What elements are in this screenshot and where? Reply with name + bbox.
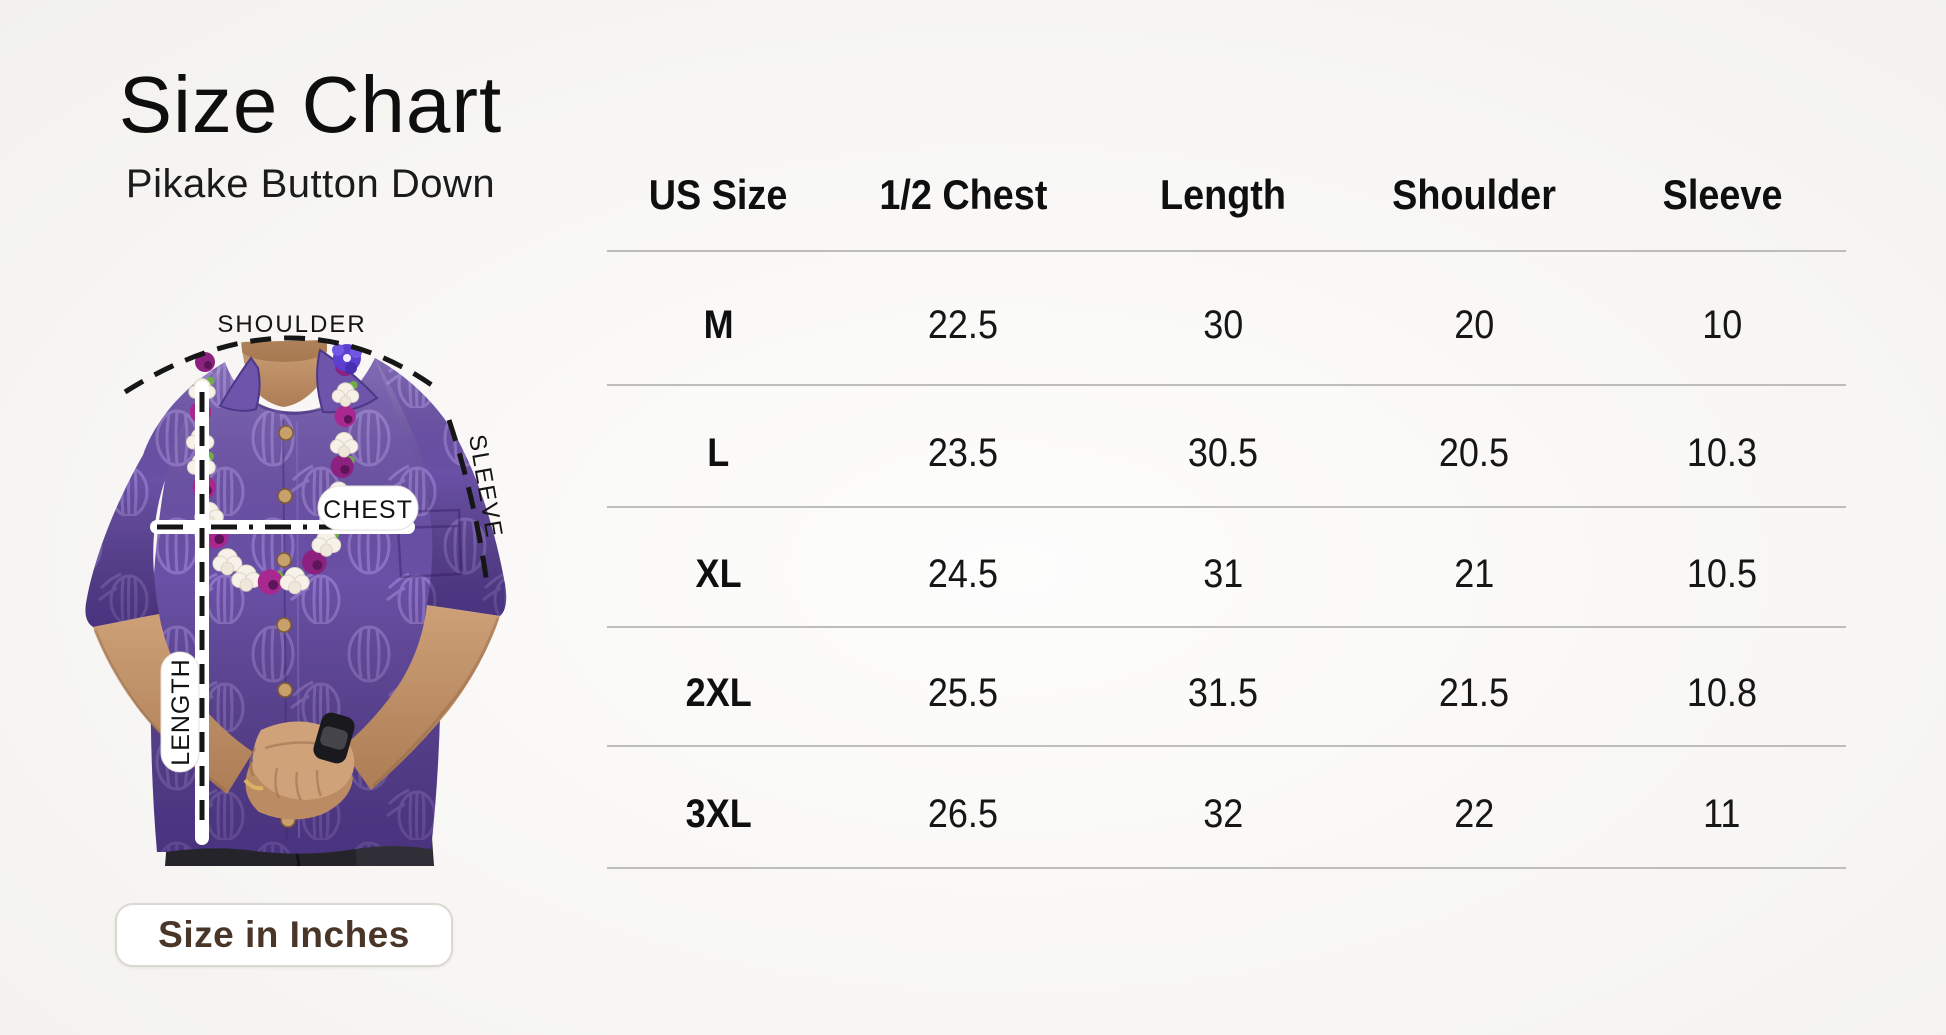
value-cell: 31.5: [1188, 671, 1259, 715]
title-block: Size Chart Pikake Button Down: [88, 60, 533, 207]
value-cell: 22.5: [928, 302, 999, 347]
table-row: M 22.5 30 20 10: [607, 252, 1846, 386]
value-cell: 26.5: [928, 791, 999, 836]
value-cell: 32: [1203, 791, 1244, 836]
value-cell: 10: [1702, 302, 1743, 347]
table-row: 2XL 25.5 31.5 21.5 10.8: [607, 628, 1846, 747]
size-table: US Size 1/2 Chest Length Shoulder Sleeve…: [607, 130, 1846, 869]
table-row: XL 24.5 31 21 10.5: [607, 508, 1846, 628]
value-cell: 20: [1454, 302, 1495, 347]
value-cell: 22: [1454, 791, 1495, 836]
size-cell: L: [707, 430, 730, 475]
table-row: L 23.5 30.5 20.5 10.3: [607, 386, 1846, 508]
value-cell: 25.5: [928, 671, 999, 715]
col-header-us-size: US Size: [649, 171, 788, 218]
col-header-length: Length: [1160, 171, 1287, 218]
length-label: LENGTH: [167, 658, 195, 765]
ring: [243, 778, 264, 791]
size-cell: 3XL: [685, 791, 752, 836]
value-cell: 11: [1703, 791, 1741, 836]
sleeve-measure-line: [446, 419, 490, 585]
chest-label: CHEST: [323, 496, 413, 524]
value-cell: 10.5: [1687, 551, 1758, 596]
model-illustration: SHOULDER SLEEVE CHEST LENGTH: [85, 311, 508, 867]
chest-pill: CHEST: [317, 485, 419, 531]
size-cell: XL: [695, 551, 742, 596]
model-photo: SHOULDER SLEEVE CHEST LENGTH: [55, 300, 545, 875]
shoulder-label: SHOULDER: [217, 311, 366, 338]
button-placket: [276, 419, 300, 841]
value-cell: 10.3: [1687, 430, 1758, 475]
size-cell: M: [703, 302, 734, 347]
value-cell: 10.8: [1687, 671, 1758, 715]
value-cell: 23.5: [928, 430, 999, 475]
value-cell: 21: [1454, 551, 1495, 596]
value-cell: 24.5: [928, 551, 999, 596]
col-header-sleeve: Sleeve: [1662, 171, 1782, 218]
page-subtitle: Pikake Button Down: [125, 161, 496, 206]
units-button-label: Size in Inches: [158, 914, 410, 955]
value-cell: 31: [1203, 551, 1244, 596]
measurement-overlays: SHOULDER SLEEVE CHEST LENGTH: [123, 311, 508, 845]
value-cell: 21.5: [1439, 671, 1510, 715]
col-header-half-chest: 1/2 Chest: [879, 171, 1048, 218]
watch: [313, 712, 355, 764]
shoulder-measure-line: [123, 335, 438, 395]
value-cell: 20.5: [1439, 430, 1510, 475]
units-button[interactable]: Size in Inches: [115, 903, 453, 967]
value-cell: 30: [1203, 302, 1244, 347]
table-header-row: US Size 1/2 Chest Length Shoulder Sleeve: [607, 130, 1846, 252]
size-cell: 2XL: [685, 671, 752, 715]
length-pill: LENGTH: [160, 651, 200, 773]
col-header-shoulder: Shoulder: [1392, 171, 1557, 218]
value-cell: 30.5: [1188, 430, 1259, 475]
page-title: Size Chart: [118, 60, 503, 149]
table-row: 3XL 26.5 32 22 11: [607, 747, 1846, 869]
lei-violet-flower: [332, 344, 362, 374]
